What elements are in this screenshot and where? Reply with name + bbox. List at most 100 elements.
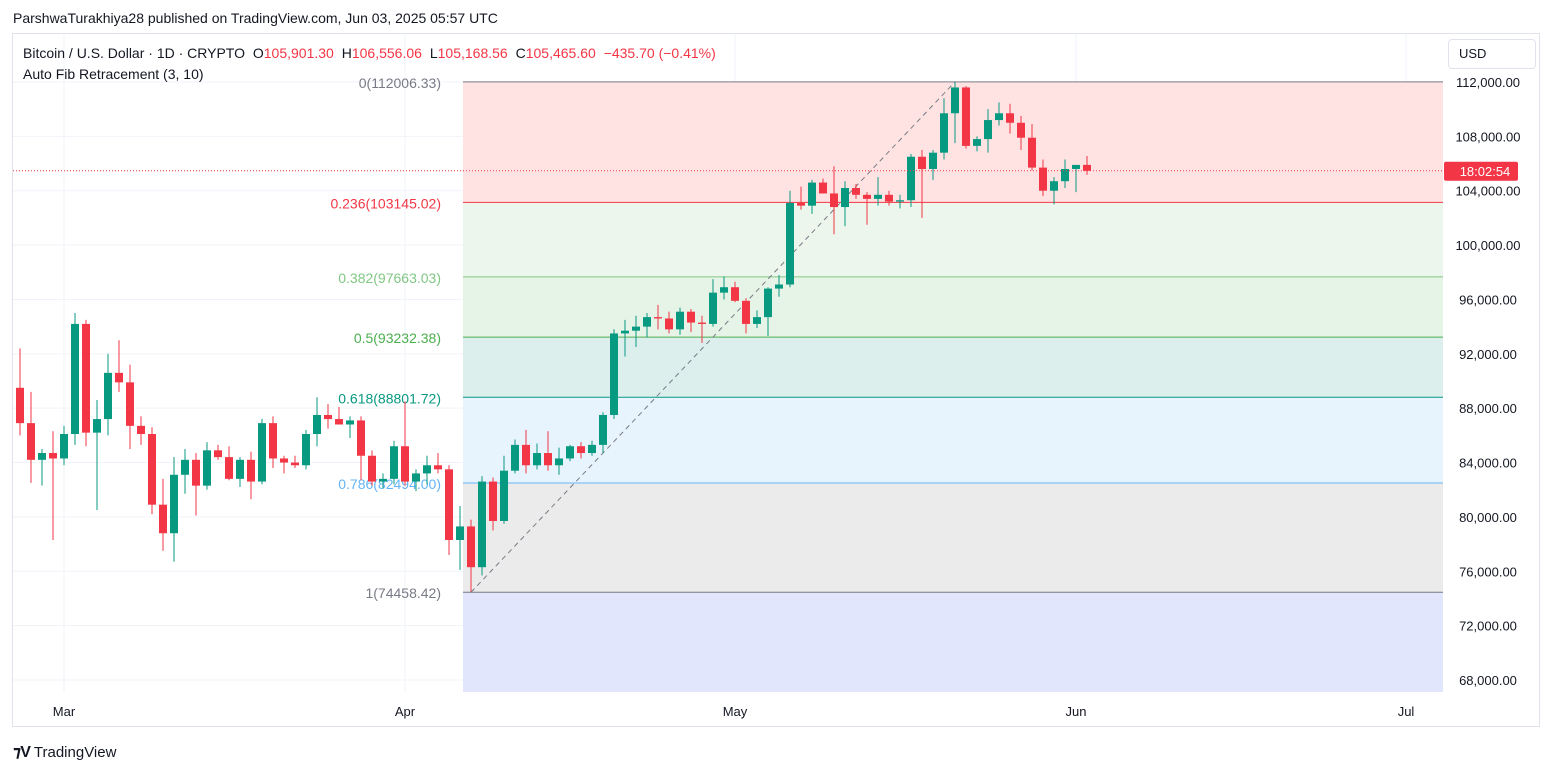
candle-body (929, 152, 937, 169)
candle-body (665, 318, 673, 330)
fib-zone (463, 592, 1443, 692)
candle-body (874, 194, 882, 199)
candle-body (357, 420, 365, 456)
low-value: 105,168.56 (437, 45, 508, 61)
countdown-badge (1444, 161, 1518, 181)
candle-body (731, 287, 739, 301)
candle-body (1072, 164, 1080, 169)
fib-zone (463, 483, 1443, 593)
candle-body (720, 287, 728, 293)
candle-body (907, 156, 915, 201)
fib-zone (463, 276, 1443, 338)
y-tick-label: 112,000.00 (1456, 75, 1520, 90)
candle-body (291, 462, 299, 466)
candle-body (687, 311, 695, 323)
candle-body (962, 87, 970, 146)
candle-body (390, 446, 398, 479)
y-tick-label: 80,000.00 (1459, 510, 1517, 525)
candle-body (368, 455, 376, 482)
fib-level-label: 0(112006.33) (359, 75, 441, 91)
y-tick-label: 100,000.00 (1455, 238, 1520, 253)
y-tick-label: 72,000.00 (1459, 619, 1517, 634)
candle-body (16, 387, 24, 424)
candle-body (1017, 122, 1025, 138)
candle-body (973, 139, 981, 146)
fib-level-label: 0.382(97663.03) (338, 270, 441, 286)
fib-zone (463, 337, 1443, 398)
time-axis: Mar Apr May Jun Jul (53, 704, 1415, 719)
y-tick-label: 76,000.00 (1459, 564, 1517, 579)
candle-body (82, 323, 90, 433)
x-tick-label: Mar (53, 704, 76, 719)
candle-body (918, 156, 926, 169)
candle-body (896, 200, 904, 202)
candle-body (588, 444, 596, 454)
candle-body (434, 465, 442, 470)
currency-selector[interactable]: USD (1448, 39, 1536, 69)
x-tick-label: May (723, 704, 748, 719)
change-value: −435.70 (−0.41%) (603, 45, 716, 61)
candle-body (533, 453, 541, 466)
candle-body (93, 419, 101, 433)
candle-body (786, 202, 794, 285)
candle-body (676, 311, 684, 330)
candle-body (192, 459, 200, 486)
y-tick-label: 108,000.00 (1455, 129, 1520, 144)
candle-body (159, 504, 167, 534)
y-tick-label: 96,000.00 (1459, 292, 1517, 307)
candle-body (940, 113, 948, 153)
candle-body (258, 423, 266, 482)
fib-level-label: 0.618(88801.72) (338, 390, 441, 406)
candles (13, 82, 1443, 592)
fib-trend-line (470, 81, 956, 593)
candle-body (544, 453, 552, 466)
candle-body (214, 450, 222, 458)
fib-level-label: 0.236(103145.02) (330, 195, 441, 211)
indicator-label[interactable]: Auto Fib Retracement (3, 10) (23, 66, 204, 82)
candle-body (71, 323, 79, 435)
candle-body (742, 300, 750, 324)
open-label: O (252, 45, 264, 61)
countdown-label: 18:02:54 (1460, 164, 1511, 179)
candle-body (654, 317, 662, 319)
y-tick-label: 104,000.00 (1455, 184, 1520, 199)
candle-body (423, 465, 431, 474)
candle-body (797, 202, 805, 206)
candle-body (489, 481, 497, 521)
candle-body (1061, 168, 1069, 182)
candle-body (467, 526, 475, 568)
brand: ⁊V TradingView (13, 742, 116, 762)
candle-body (984, 120, 992, 140)
x-tick-label: Jun (1066, 704, 1087, 719)
fib-retracement: 0(112006.33) 0.236(103145.02) 0.382(97663.… (330, 75, 1443, 692)
candle-body (401, 446, 409, 482)
candle-body (643, 317, 651, 327)
candle-body (280, 458, 288, 463)
x-tick-label: Jul (1398, 704, 1415, 719)
candle-body (621, 330, 629, 334)
candle-body (808, 182, 816, 206)
candle-body (181, 459, 189, 475)
candle-body (841, 188, 849, 208)
candle-body (775, 284, 783, 289)
high-label: H (341, 45, 352, 61)
symbol-name: Bitcoin / U.S. Dollar · 1D · CRYPTO (23, 45, 245, 61)
candle-body (137, 425, 145, 435)
y-tick-label: 68,000.00 (1459, 673, 1517, 688)
fib-level-label: 0.786(82494.00) (338, 476, 441, 492)
candle-body (1083, 164, 1091, 171)
candle-body (478, 481, 486, 568)
candle-body (27, 423, 35, 460)
candle-body (1006, 113, 1014, 123)
candle-body (225, 457, 233, 479)
candle-body (709, 292, 717, 324)
fib-level-label: 0.5(93232.38) (354, 330, 441, 346)
candle-body (1050, 181, 1058, 191)
candle-body (148, 434, 156, 505)
candle-body (566, 446, 574, 459)
fib-level-label: 1(74458.42) (365, 585, 441, 601)
candle-body (335, 419, 343, 425)
candle-body (863, 194, 871, 199)
candle-body (445, 469, 453, 541)
